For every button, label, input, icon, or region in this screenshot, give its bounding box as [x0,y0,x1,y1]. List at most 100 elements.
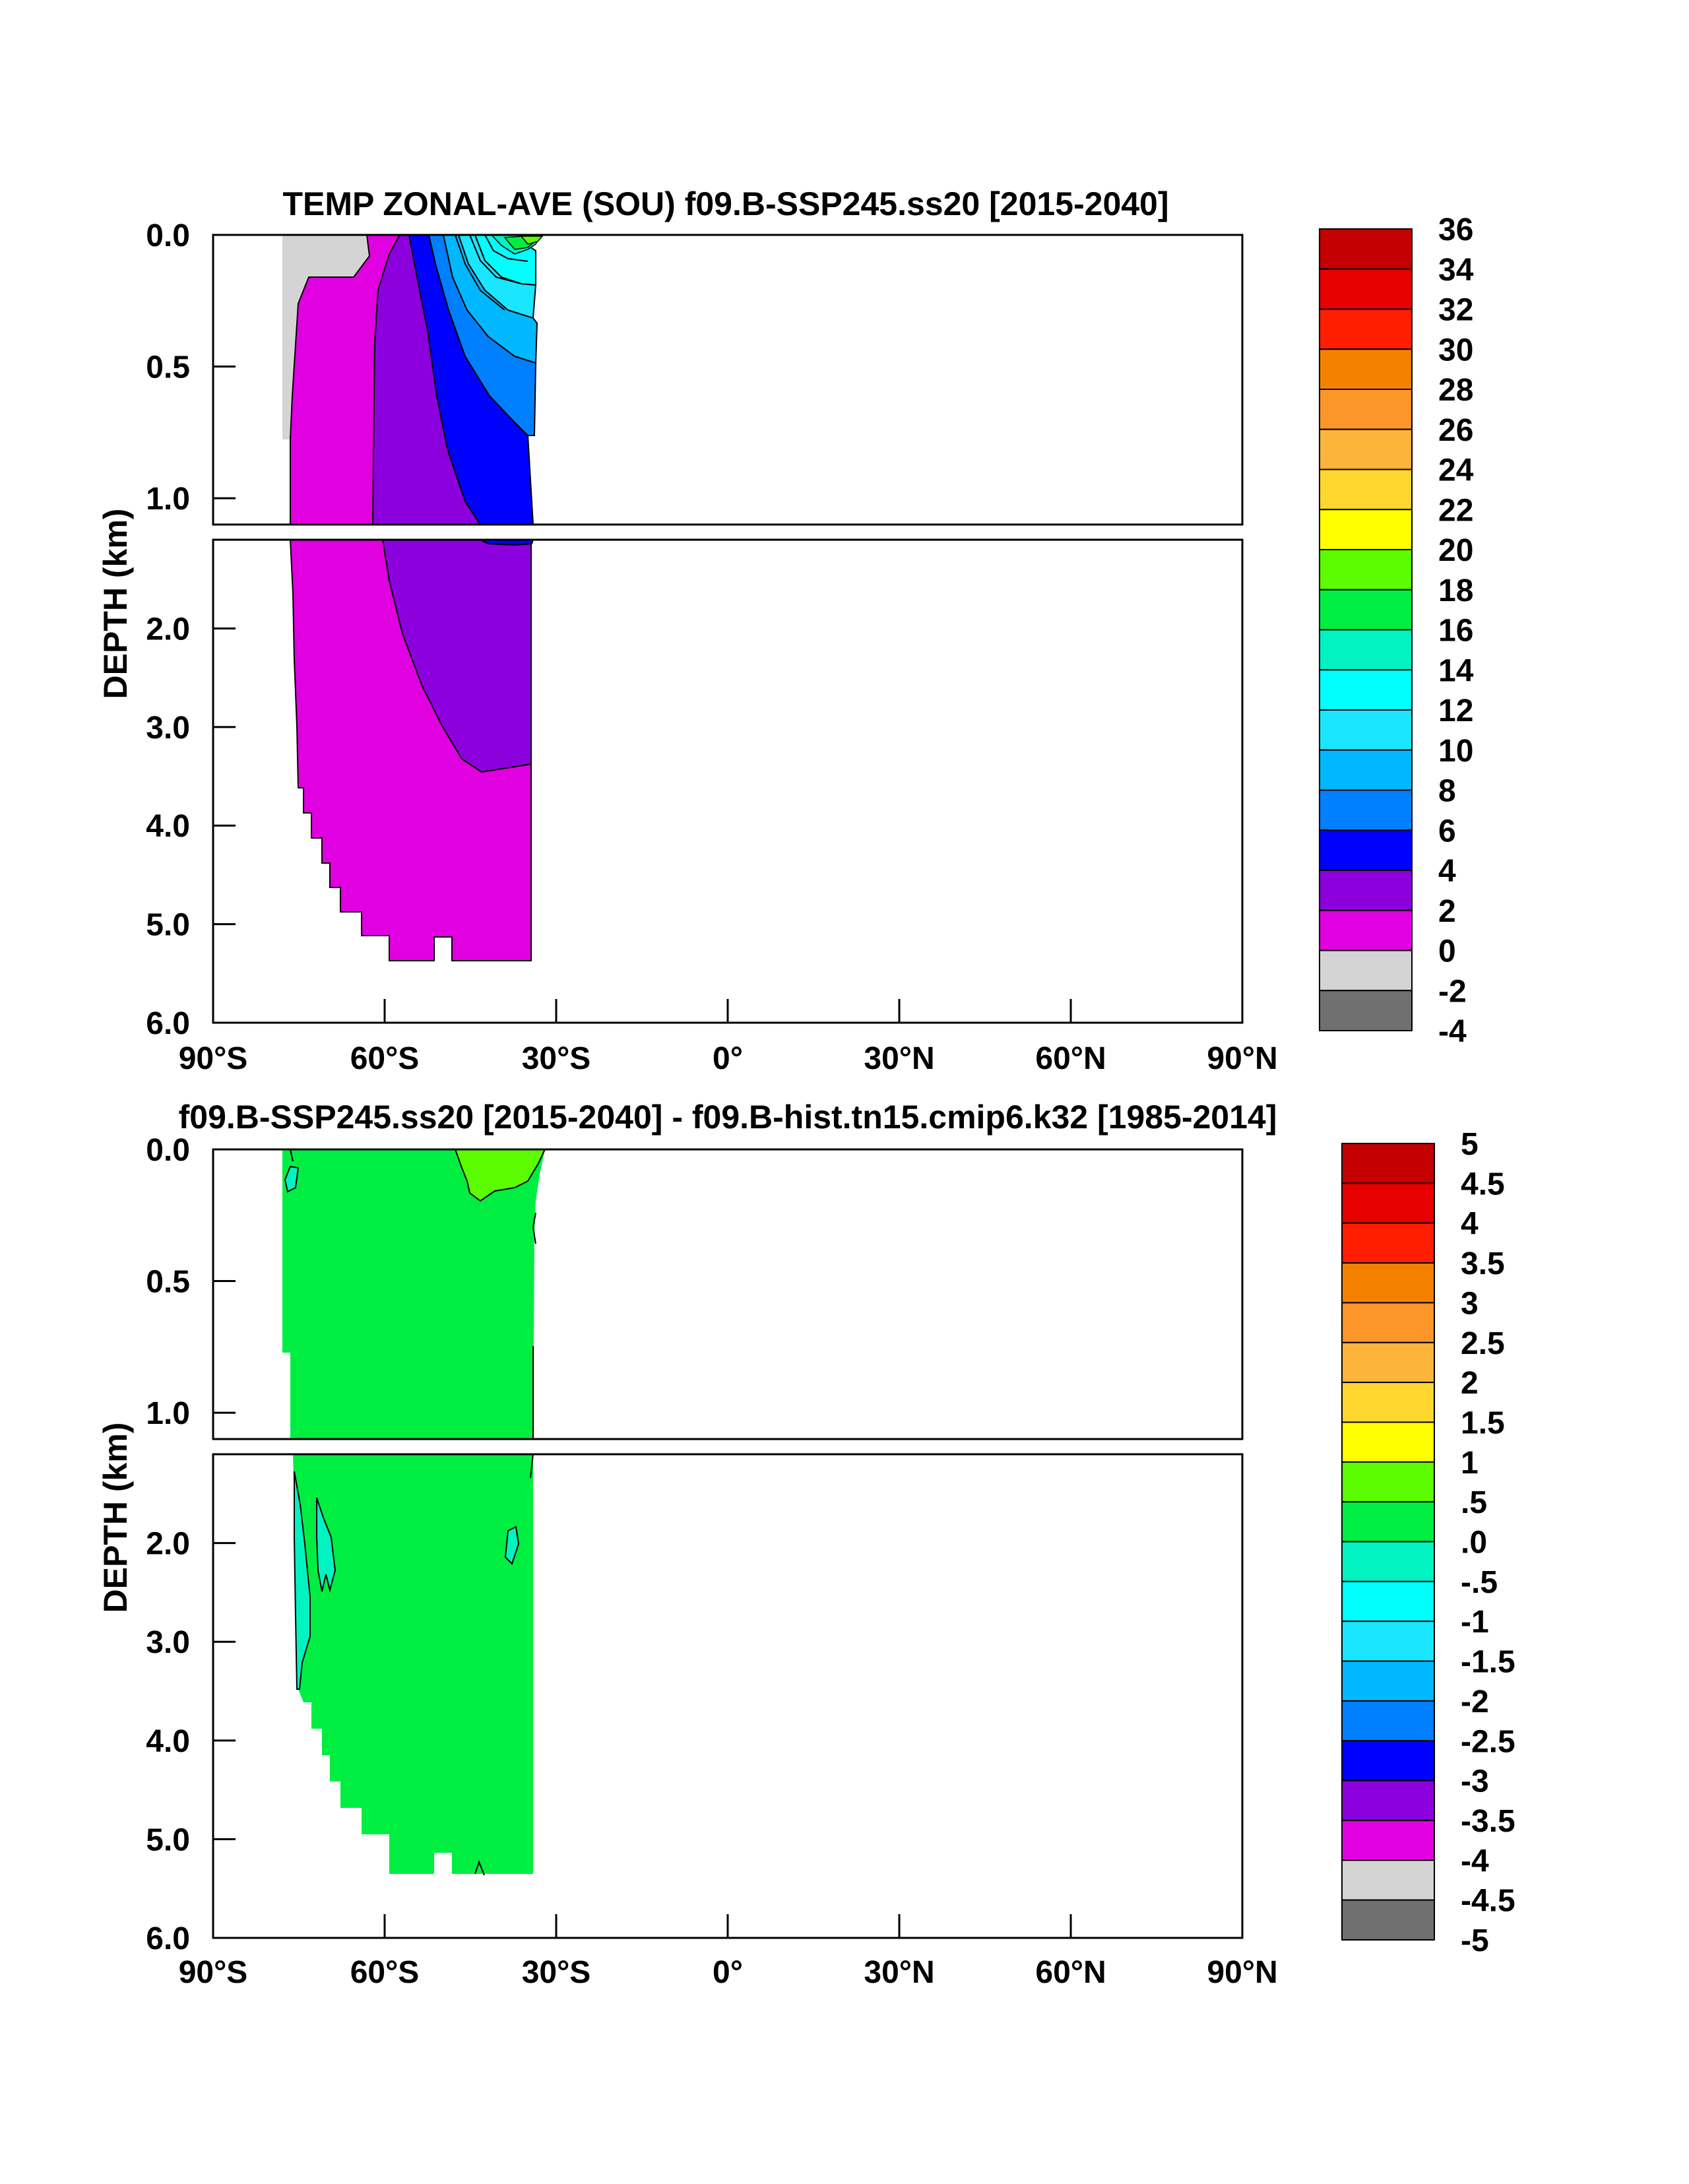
panel-1-x-ticks: 90°S 60°S 30°S 0° 30°N 60°N 90°N [179,999,1278,1076]
panel-2-colorbar-label: 2 [1461,1366,1479,1401]
panel-2-colorbar-box [1341,1859,1435,1901]
panel-2-colorbar-label: -5 [1461,1923,1489,1958]
panel-1-colorbar-box [1319,789,1413,831]
diff-cyan-blob [316,1497,336,1593]
diff-lime-upper [454,1149,546,1202]
panel-1-colorbar-label: 26 [1438,413,1473,448]
panel-1-title: TEMP ZONAL-AVE (SOU) f09.B-SSP245.ss20 [… [282,185,1168,222]
panel-2-colorbar-box [1341,1302,1435,1343]
panel-1-y-tick-label: 5.0 [146,908,190,943]
panel-1-x-tick-label: 60°N [1035,1041,1106,1076]
panel-2-colorbar-label: -4.5 [1461,1884,1515,1919]
panel-1-colorbar-label: -4 [1438,1014,1467,1049]
panel-2-y-tick-label: 5.0 [146,1822,190,1857]
panel-2-x-ticks: 90°S 60°S 30°S 0° 30°N 60°N 90°N [179,1914,1278,1990]
panel-2-colorbar-box [1341,1262,1435,1304]
panel-2-colorbar-box [1341,1382,1435,1423]
panel-1-colorbar-box [1319,228,1413,270]
panel-1-colorbar-box [1319,870,1413,911]
panel-1-x-tick-label: 90°N [1207,1041,1277,1076]
panel-2-colorbar-label: -4 [1461,1844,1489,1879]
panel-1-colorbar-box [1319,549,1413,591]
panel-1-colorbar-label: 30 [1438,333,1473,368]
panel-2-y-tick-label: 2.0 [146,1527,190,1562]
panel-1-colorbar-label: -2 [1438,974,1467,1009]
panel-1-colorbar-box [1319,909,1413,951]
panel-2-colorbar: 54.543.532.521.51.5.0-.5-1-1.5-2-2.5-3-3… [1341,1127,1515,1958]
panel-1-colorbar-box [1319,509,1413,550]
panel-2-colorbar-box [1341,1580,1435,1622]
panel-2-colorbar-box [1341,1700,1435,1742]
panel-1-colorbar-box [1319,709,1413,751]
panel-1-upper-frame [212,234,1244,526]
panel-1-colorbar-label: 18 [1438,573,1473,608]
panel-2-upper-field [282,1149,546,1439]
diff-green-upper [282,1149,545,1439]
panel-1-colorbar-label: 34 [1438,253,1474,288]
panel-2-upper-frame [212,1148,1244,1440]
panel-2-colorbar-box [1341,1780,1435,1821]
panel-2-x-tick-label: 90°N [1207,1955,1277,1990]
panel-1-colorbar-box [1319,589,1413,631]
panel-1-upper-field [282,234,544,525]
diff-cyan-sliver [294,1471,311,1690]
panel-1-colorbar-box [1319,468,1413,511]
panel-2-colorbar-box [1341,1621,1435,1662]
panel-1-lower-field [289,538,534,961]
panel-1-y-tick-label: 4.0 [146,809,190,844]
panel-1-colorbar-box [1319,990,1413,1031]
panel-2-x-tick-label: 60°N [1035,1955,1106,1990]
panel-2-colorbar-box [1341,1541,1435,1582]
panel-1-x-tick-label: 30°N [864,1041,934,1076]
panel-2-colorbar-box [1341,1222,1435,1264]
panel-1-y-tick-label: 2.0 [146,612,190,647]
panel-2-colorbar-label: -3.5 [1461,1804,1515,1839]
panel-2-colorbar-box [1341,1421,1435,1463]
panel-1-colorbar-label: 14 [1438,653,1474,688]
panel-1-y-tick-label: 1.0 [146,482,190,517]
panel-2-y-tick-label: 0.0 [146,1133,190,1168]
panel-1-x-tick-label: 60°S [350,1041,420,1076]
panel-2-y-ticks: 0.0 0.5 1.0 2.0 3.0 4.0 5.0 6.0 [146,1133,236,1956]
panel-2-ylabel: DEPTH (km) [97,1423,134,1613]
panel-2-colorbar-label: .0 [1461,1526,1487,1560]
panel-2-y-tick-label: 0.5 [146,1265,190,1300]
panel-1-x-tick-label: 0° [713,1041,743,1076]
panel-2-colorbar-box [1341,1819,1435,1861]
panel-1-colorbar-label: 12 [1438,693,1473,728]
panel-2: f09.B-SSP245.ss20 [2015-2040] - f09.B-hi… [97,1099,1515,1990]
panel-2-x-tick-label: 90°S [179,1955,248,1990]
panel-2-colorbar-label: -2.5 [1461,1724,1515,1759]
panel-1-colorbar-box [1319,669,1413,711]
panel-2-colorbar-label: 4 [1461,1207,1479,1242]
panel-1-y-tick-label: 6.0 [146,1006,190,1041]
panel-2-lower-field [290,1454,534,1876]
panel-2-colorbar-label: 5 [1461,1127,1479,1162]
diff-cyan-blob-2 [504,1526,520,1565]
panel-1-colorbar-label: 10 [1438,734,1473,769]
panel-2-x-tick-label: 0° [713,1955,743,1990]
panel-1-ylabel: DEPTH (km) [97,509,134,699]
panel-2-colorbar-label: -1.5 [1461,1645,1515,1680]
panel-2-colorbar-label: .5 [1461,1485,1487,1520]
panel-1-colorbar-label: 2 [1438,894,1456,929]
panel-1-colorbar-box [1319,268,1413,310]
panel-1-colorbar-label: 20 [1438,533,1473,568]
panel-2-colorbar-label: 1 [1461,1446,1479,1481]
panel-1-colorbar-label: 28 [1438,373,1473,408]
panel-1-colorbar-box [1319,428,1413,470]
panel-2-colorbar-label: -.5 [1461,1565,1498,1600]
panel-2-y-tick-label: 3.0 [146,1625,190,1660]
diff-step-mask [290,1454,389,1874]
panel-2-colorbar-label: -1 [1461,1605,1489,1640]
panel-1-colorbar-label: 6 [1438,814,1456,849]
panel-2-y-tick-label: 1.0 [146,1396,190,1431]
panel-2-colorbar-label: 3.5 [1461,1246,1505,1281]
panel-1-y-tick-label: 3.0 [146,711,190,746]
panel-2-colorbar-label: 4.5 [1461,1167,1505,1202]
panel-1-colorbar-label: 8 [1438,774,1456,809]
panel-1-colorbar-label: 16 [1438,614,1473,649]
panel-2-title: f09.B-SSP245.ss20 [2015-2040] - f09.B-hi… [179,1099,1277,1136]
